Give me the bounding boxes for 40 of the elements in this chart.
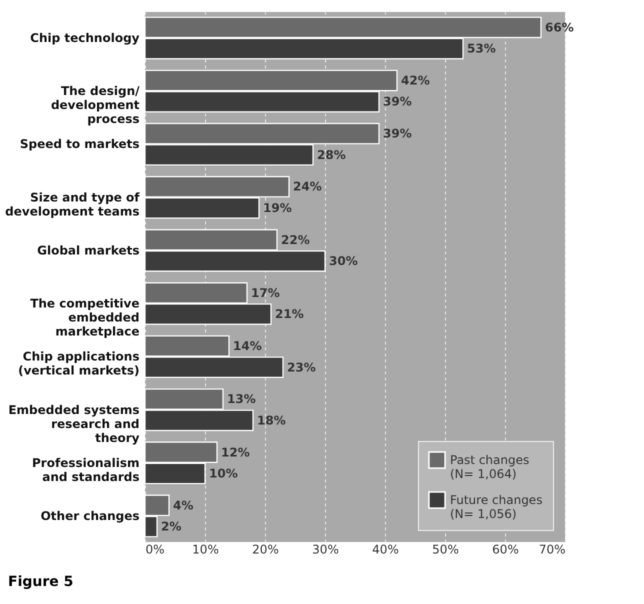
y-tick-label: The competitive embedded marketplace: [30, 296, 140, 339]
data-label: 21%: [275, 307, 304, 322]
data-label: 12%: [221, 445, 250, 460]
y-tick-label: Chip applications (vertical markets): [18, 350, 140, 378]
data-label: 30%: [329, 254, 358, 268]
y-tick-label: Other changes: [40, 508, 140, 523]
data-label: 39%: [383, 94, 412, 109]
data-label: 17%: [251, 286, 280, 300]
y-tick-label: Global markets: [37, 243, 140, 258]
x-tick-label: 70%: [538, 542, 566, 556]
data-label: 28%: [317, 148, 346, 162]
data-label: 2%: [161, 520, 182, 534]
x-tick-label: 30%: [312, 542, 339, 556]
x-tick-label: 40%: [372, 542, 399, 556]
data-label: 24%: [293, 180, 322, 194]
data-label: 13%: [227, 392, 256, 406]
data-label: 39%: [383, 126, 412, 141]
y-tick-label: Size and type of development teams: [5, 190, 140, 218]
y-tick-label: The design/ development process: [50, 84, 140, 126]
data-label: 19%: [263, 200, 292, 215]
caption: Figure 5: [8, 574, 74, 590]
legend-label: Future changes (N= 1,056): [450, 493, 542, 521]
y-tick-label: Speed to markets: [20, 137, 140, 152]
x-tick-label: 10%: [192, 542, 219, 556]
data-label: 42%: [401, 74, 430, 88]
data-label: 53%: [467, 42, 496, 56]
data-label: 14%: [233, 339, 262, 354]
data-label: 18%: [257, 413, 286, 428]
y-tick-label: Professionalism and standards: [32, 456, 140, 484]
y-tick-label: Chip technology: [30, 31, 140, 46]
y-tick-label: Embedded systems research and theory: [8, 402, 140, 445]
data-label: 4%: [173, 498, 194, 512]
data-label: 22%: [281, 232, 310, 247]
x-tick-label: 60%: [492, 542, 519, 556]
x-tick-label: 0%: [146, 542, 165, 556]
data-label: 23%: [287, 360, 316, 374]
data-label: 10%: [209, 466, 238, 480]
legend-label: Past changes (N= 1,064): [450, 453, 530, 481]
x-tick-label: 20%: [252, 542, 279, 556]
x-tick-label: 50%: [432, 542, 459, 556]
